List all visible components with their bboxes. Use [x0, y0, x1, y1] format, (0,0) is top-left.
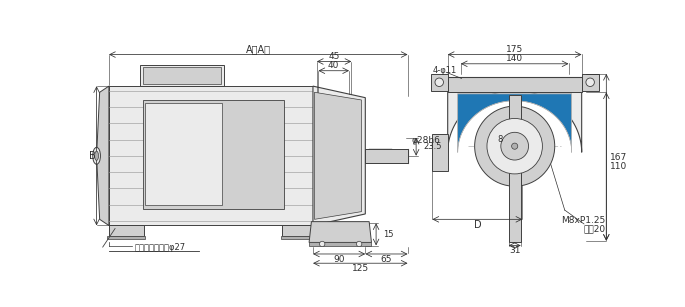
Polygon shape [448, 77, 582, 92]
Polygon shape [314, 92, 362, 219]
Ellipse shape [92, 147, 101, 164]
Text: 140: 140 [506, 54, 523, 63]
Circle shape [512, 143, 518, 149]
Circle shape [487, 119, 543, 174]
Text: 31: 31 [509, 247, 521, 255]
Polygon shape [282, 225, 313, 236]
Polygon shape [432, 134, 448, 171]
Text: 8: 8 [497, 135, 502, 144]
Polygon shape [142, 67, 221, 84]
Text: M8xP1.25: M8xP1.25 [561, 216, 606, 225]
Polygon shape [309, 222, 371, 243]
Text: 4-φ11: 4-φ11 [432, 66, 456, 75]
Text: D: D [473, 220, 481, 230]
Polygon shape [145, 103, 222, 205]
Text: 110: 110 [610, 162, 627, 171]
Text: 40: 40 [328, 61, 340, 70]
Polygon shape [309, 243, 371, 246]
Polygon shape [281, 236, 314, 239]
Polygon shape [313, 86, 365, 225]
Polygon shape [97, 86, 109, 225]
Text: φ28h6: φ28h6 [412, 136, 440, 145]
Polygon shape [142, 100, 284, 208]
Circle shape [319, 241, 325, 247]
Polygon shape [431, 74, 448, 91]
Text: 90: 90 [334, 255, 345, 264]
Text: 45: 45 [328, 52, 340, 60]
Text: 175: 175 [506, 45, 523, 54]
Polygon shape [140, 64, 225, 86]
Polygon shape [108, 236, 145, 239]
Ellipse shape [95, 151, 99, 161]
Polygon shape [582, 74, 599, 91]
Text: 167: 167 [610, 153, 627, 162]
Polygon shape [448, 91, 582, 152]
Circle shape [501, 132, 529, 160]
Text: ケーブル引込口φ27: ケーブル引込口φ27 [135, 243, 186, 252]
Polygon shape [508, 95, 521, 243]
Circle shape [586, 78, 595, 87]
Text: B: B [89, 151, 96, 161]
Text: A（A）: A（A） [246, 44, 271, 54]
Polygon shape [365, 149, 408, 163]
Circle shape [356, 241, 362, 247]
Polygon shape [109, 86, 313, 225]
Text: 23.5: 23.5 [423, 142, 442, 151]
Text: 深さ20: 深さ20 [584, 224, 606, 233]
Text: 15: 15 [383, 230, 393, 239]
Circle shape [475, 106, 555, 186]
Text: 65: 65 [381, 255, 393, 264]
Circle shape [435, 78, 443, 87]
Polygon shape [458, 94, 572, 152]
Text: 125: 125 [351, 264, 369, 273]
Polygon shape [109, 225, 144, 236]
